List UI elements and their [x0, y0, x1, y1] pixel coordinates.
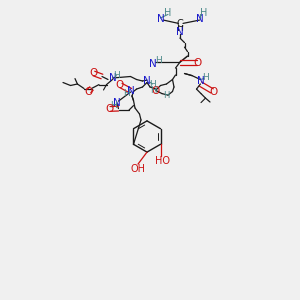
Text: H: H: [149, 80, 156, 89]
Text: H: H: [163, 92, 170, 100]
Text: H: H: [150, 86, 156, 95]
Text: H: H: [164, 8, 172, 19]
Text: N: N: [143, 76, 151, 86]
Text: H: H: [110, 101, 116, 110]
Text: N: N: [196, 76, 204, 86]
Text: H: H: [123, 89, 129, 98]
Text: H: H: [113, 70, 120, 80]
Text: N: N: [196, 14, 203, 25]
Text: N: N: [157, 14, 164, 25]
Text: H: H: [200, 8, 208, 19]
Text: OH: OH: [130, 164, 146, 174]
Text: O: O: [105, 104, 114, 115]
Text: O: O: [89, 68, 97, 78]
Text: O: O: [84, 86, 93, 97]
Text: N: N: [113, 98, 121, 108]
Text: O: O: [194, 58, 202, 68]
Text: H: H: [156, 56, 162, 65]
Text: H: H: [202, 74, 209, 82]
Text: N: N: [109, 73, 116, 83]
Text: N: N: [176, 27, 184, 37]
Text: C: C: [177, 19, 183, 29]
Text: N: N: [127, 85, 134, 96]
Text: O: O: [152, 85, 160, 96]
Text: O: O: [116, 80, 124, 90]
Text: O: O: [209, 86, 217, 97]
Text: HO: HO: [154, 156, 169, 167]
Text: N: N: [149, 58, 157, 69]
